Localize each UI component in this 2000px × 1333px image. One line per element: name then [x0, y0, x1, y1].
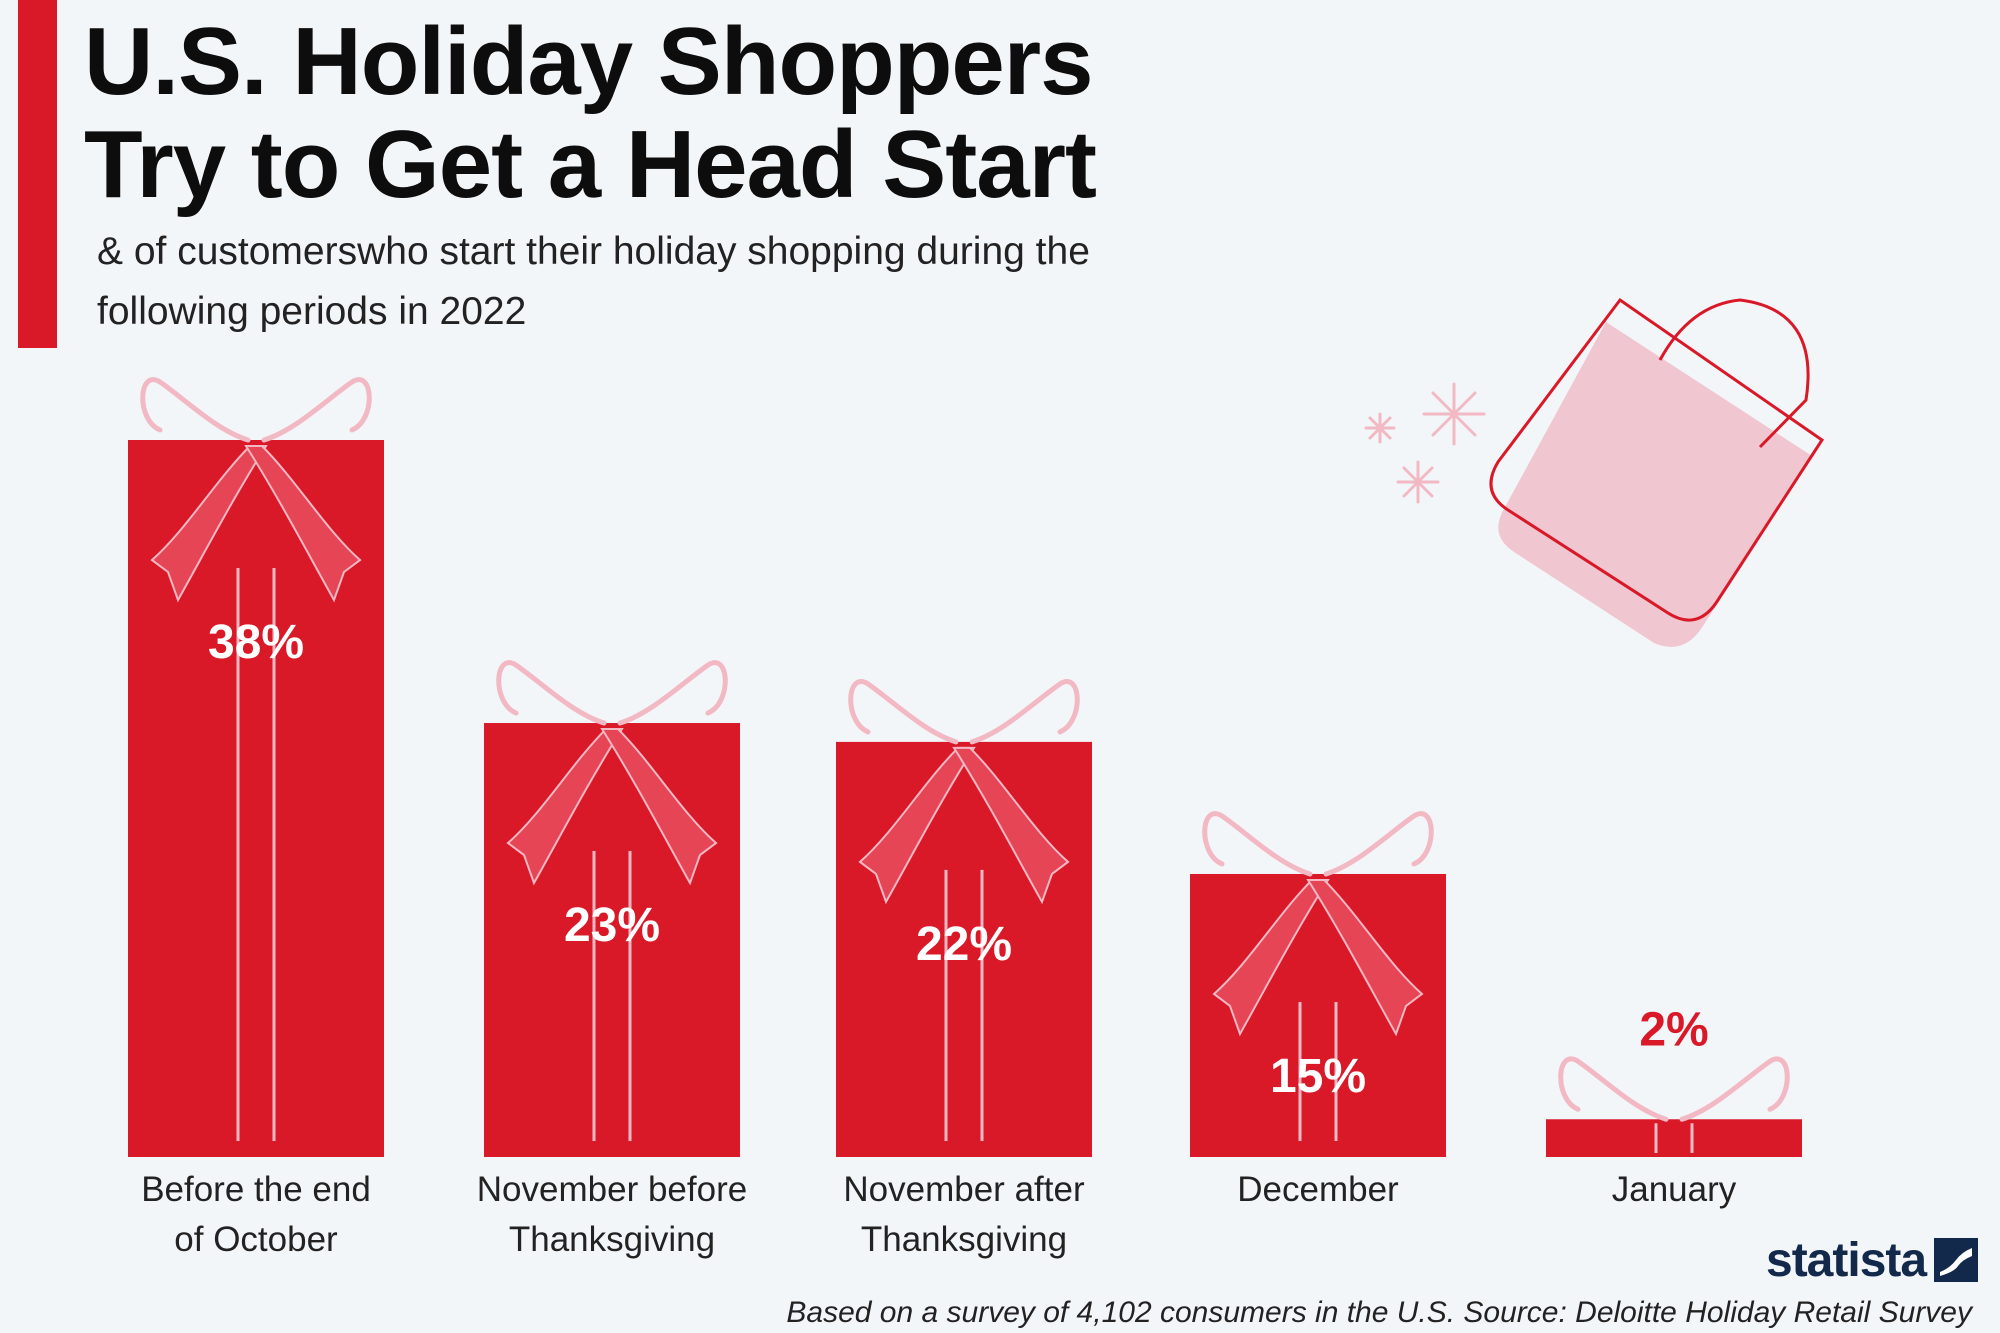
data-label: 23%	[564, 899, 660, 952]
bow-loop-right	[1323, 811, 1434, 877]
data-label: 15%	[1270, 1050, 1366, 1103]
x-tick-label: January	[1612, 1170, 1737, 1209]
x-tick-label-line: November before	[477, 1170, 747, 1209]
bow-loop-right	[261, 377, 372, 443]
x-tick-label: December	[1237, 1170, 1399, 1209]
bag-shadow	[1498, 322, 1812, 647]
bow-loop-left	[848, 679, 959, 745]
x-tick-label-line: January	[1612, 1170, 1737, 1209]
bar	[1546, 1119, 1802, 1157]
data-label: 38%	[208, 616, 304, 669]
data-label: 2%	[1639, 1003, 1708, 1056]
x-tick-label: November before Thanksgiving	[477, 1170, 747, 1259]
bars-layer: 38% Before the end of October 23% November b…	[128, 377, 1802, 1259]
accent-bar	[18, 0, 57, 348]
data-label: 22%	[916, 918, 1012, 971]
gift-bar-group	[128, 377, 384, 1157]
x-tick-label-line: of October	[174, 1220, 338, 1259]
bow-tail-right	[244, 445, 362, 603]
bow-loop-left	[1202, 811, 1313, 877]
gift-bar-group	[1190, 811, 1446, 1157]
bow-loop-left	[1558, 1056, 1669, 1122]
chart-subtitle: & of customerswho start their holiday sh…	[97, 230, 1090, 333]
x-tick-label-line: December	[1237, 1170, 1399, 1209]
shopping-bag-icon	[1489, 297, 1825, 647]
x-tick-label-line: Before the end	[141, 1170, 371, 1209]
x-tick-label: November after Thanksgiving	[843, 1170, 1085, 1259]
gift-bar-group	[836, 679, 1092, 1157]
bar	[1190, 873, 1446, 1157]
x-tick-label-line: Thanksgiving	[509, 1220, 715, 1259]
bag-handle	[1658, 298, 1810, 449]
bow-tail-left	[858, 746, 976, 905]
sparkle-icon	[1364, 382, 1486, 504]
bow-tail-left	[150, 445, 268, 603]
x-tick-label: Before the end of October	[141, 1170, 371, 1259]
brand-logo[interactable]: statista	[1766, 1233, 1979, 1287]
bow-tail-left	[506, 728, 624, 886]
bow-loop-right	[1679, 1056, 1790, 1122]
gift-bar-group	[1546, 1056, 1802, 1157]
x-tick-label-line: Thanksgiving	[861, 1220, 1067, 1259]
chart-title: U.S. Holiday Shoppers Try to Get a Head …	[84, 8, 1097, 218]
bar	[484, 723, 740, 1157]
bow-loop-right	[969, 679, 1080, 745]
bow-tail-right	[952, 746, 1070, 905]
source-note: Based on a survey of 4,102 consumers in …	[786, 1296, 1972, 1329]
bow-loop-left	[496, 660, 607, 726]
bag-body	[1489, 297, 1825, 622]
bar	[836, 741, 1092, 1157]
statista-logo-icon	[1934, 1238, 1979, 1282]
brand-name: statista	[1766, 1233, 1927, 1287]
bow-loop-right	[617, 660, 728, 726]
bow-tail-left	[1212, 878, 1330, 1037]
bow-loop-left	[140, 377, 251, 443]
x-tick-label-line: November after	[843, 1170, 1085, 1209]
bow-tail-right	[600, 728, 718, 886]
bow-tail-right	[1306, 878, 1424, 1037]
gift-bar-group	[484, 660, 740, 1157]
